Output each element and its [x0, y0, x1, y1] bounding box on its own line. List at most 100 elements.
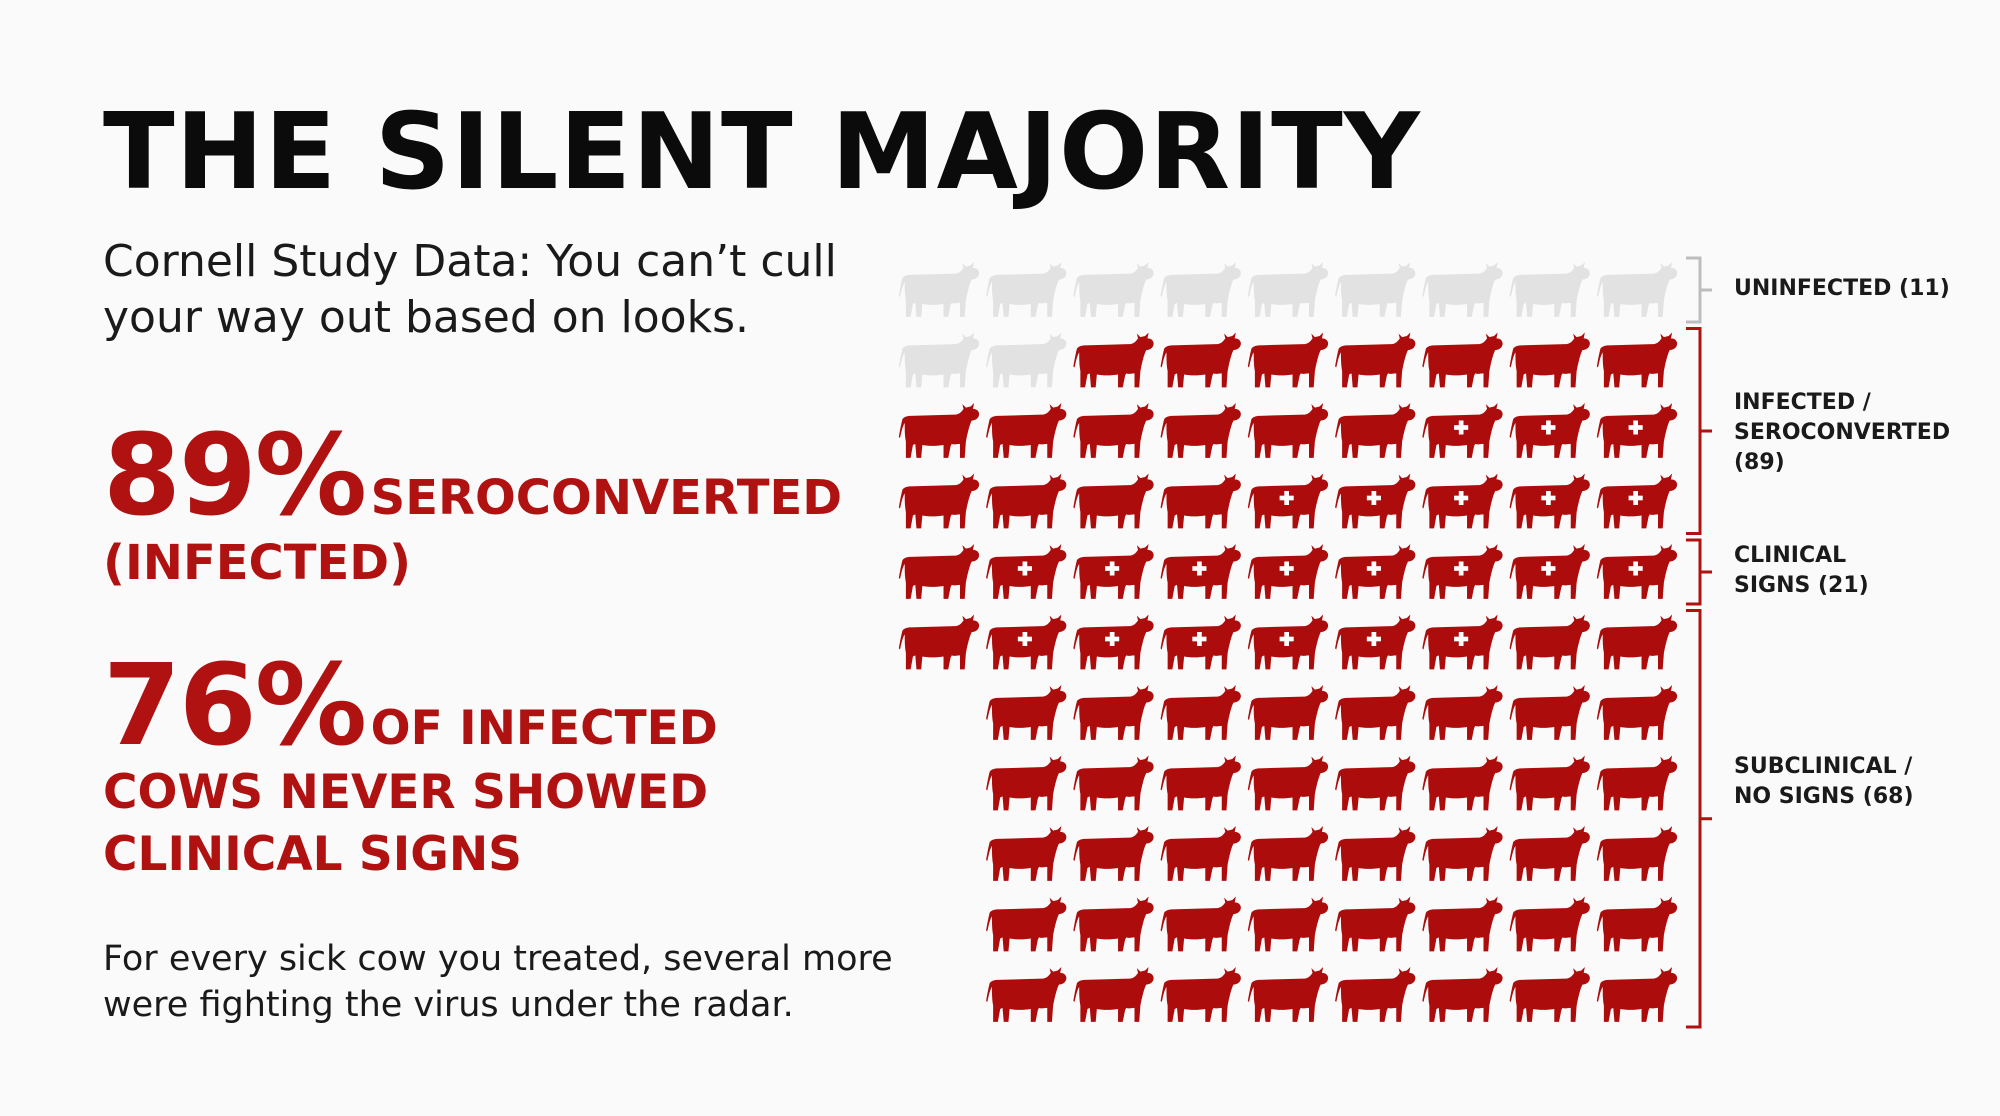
cow-infected-icon: [1596, 826, 1678, 881]
cow-infected-icon: [1160, 403, 1241, 458]
cow-clinical-icon: [1422, 544, 1503, 599]
cow-infected-icon: [1160, 896, 1241, 952]
bracket-subclinical: [1686, 609, 1712, 1029]
cow-infected-icon: [986, 755, 1067, 811]
cow-infected-icon: [1509, 332, 1590, 388]
cow-clinical-icon: [1596, 544, 1678, 599]
cow-uninfected-icon: [1509, 262, 1590, 317]
cow-infected-icon: [1596, 755, 1678, 811]
cow-infected-icon: [1247, 755, 1329, 811]
cow-infected-icon: [1335, 967, 1416, 1022]
cow-uninfected-icon: [1073, 262, 1154, 317]
cow-uninfected-icon: [1596, 262, 1678, 317]
cow-clinical-icon: [1596, 473, 1678, 529]
cow-clinical-icon: [1509, 473, 1590, 529]
legend-subclinical: SUBCLINICAL / NO SIGNS (68): [1734, 754, 1914, 809]
cow-uninfected-icon: [1160, 262, 1241, 317]
cow-infected-icon: [1596, 685, 1678, 740]
cow-infected-icon: [1160, 826, 1241, 881]
stat-seroconverted: 89% SEROCONVERTED (INFECTED): [103, 420, 883, 594]
cow-infected-icon: [1509, 967, 1590, 1022]
cow-infected-icon: [1509, 826, 1590, 881]
cow-clinical-icon: [1335, 544, 1416, 599]
legend-uninfected: UNINFECTED (11): [1734, 276, 1950, 301]
cow-clinical-icon: [1160, 614, 1241, 670]
cow-infected-icon: [1160, 332, 1241, 388]
cow-clinical-icon: [1247, 544, 1329, 599]
cow-infected-icon: [1160, 755, 1241, 811]
cow-infected-icon: [1596, 967, 1678, 1022]
cow-infected-icon: [1247, 332, 1329, 388]
stat-seroconverted-text: SEROCONVERTED (INFECTED): [103, 470, 843, 591]
cow-uninfected-icon: [986, 262, 1067, 317]
cow-infected-icon: [1422, 332, 1503, 388]
cow-clinical-icon: [1509, 544, 1590, 599]
cow-infected-icon: [898, 473, 980, 529]
cow-infected-icon: [898, 403, 980, 458]
cow-infected-icon: [1073, 473, 1154, 529]
cow-infected-icon: [986, 896, 1067, 952]
stat-subclinical-text: OF INFECTED COWS NEVER SHOWED CLINICAL S…: [103, 701, 718, 882]
cow-infected-icon: [1335, 826, 1416, 881]
cow-infected-icon: [1160, 473, 1241, 529]
cow-infected-icon: [1073, 826, 1154, 881]
stat-subclinical-value: 76%: [103, 641, 367, 771]
stat-subclinical: 76% OF INFECTED COWS NEVER SHOWED CLINIC…: [103, 650, 883, 886]
cow-clinical-icon: [986, 614, 1067, 670]
cow-infected-icon: [1160, 967, 1241, 1022]
cow-infected-icon: [986, 967, 1067, 1022]
cow-clinical-icon: [1335, 473, 1416, 529]
cow-infected-icon: [898, 544, 980, 599]
cow-infected-icon: [1247, 403, 1329, 458]
cow-infected-icon: [1160, 685, 1241, 740]
footer-text: For every sick cow you treated, several …: [103, 939, 893, 1025]
cow-clinical-icon: [1073, 544, 1154, 599]
cow-clinical-icon: [1160, 544, 1241, 599]
cow-infected-icon: [1073, 403, 1154, 458]
cow-infected-icon: [1422, 755, 1503, 811]
cow-clinical-icon: [1596, 403, 1678, 458]
cow-clinical-icon: [1247, 473, 1329, 529]
cow-infected-icon: [1596, 614, 1678, 670]
cow-clinical-icon: [1073, 614, 1154, 670]
legend-infected: INFECTED / SEROCONVERTED (89): [1734, 390, 1951, 475]
cow-infected-icon: [1073, 755, 1154, 811]
cow-infected-icon: [1335, 896, 1416, 952]
cow-infected-icon: [1335, 403, 1416, 458]
stat-seroconverted-value: 89%: [103, 411, 367, 541]
cow-infected-icon: [1422, 685, 1503, 740]
cow-uninfected-icon: [1335, 262, 1416, 317]
cow-infected-icon: [1422, 967, 1503, 1022]
bracket-clinical: [1686, 538, 1712, 606]
cow-infected-icon: [1422, 896, 1503, 952]
cow-infected-icon: [1073, 332, 1154, 388]
cow-infected-icon: [986, 685, 1067, 740]
cow-infected-icon: [1247, 826, 1329, 881]
cow-infected-icon: [1596, 896, 1678, 952]
cow-infected-icon: [1509, 755, 1590, 811]
cow-clinical-icon: [1335, 614, 1416, 670]
cow-uninfected-icon: [986, 332, 1067, 388]
cow-infected-icon: [1073, 896, 1154, 952]
cow-infected-icon: [1073, 685, 1154, 740]
cow-infected-icon: [1335, 332, 1416, 388]
cow-infected-icon: [1247, 896, 1329, 952]
cow-infected-icon: [1073, 967, 1154, 1022]
cow-clinical-icon: [1422, 614, 1503, 670]
cow-infected-icon: [986, 403, 1067, 458]
bracket-uninfected: [1686, 256, 1712, 324]
bracket-infected: [1686, 327, 1712, 535]
cow-infected-icon: [986, 473, 1067, 529]
cow-infected-icon: [1509, 614, 1590, 670]
cow-uninfected-icon: [1247, 262, 1329, 317]
cow-infected-icon: [1596, 332, 1678, 388]
cow-infected-icon: [1335, 755, 1416, 811]
cow-clinical-icon: [1422, 473, 1503, 529]
cow-infected-icon: [1247, 967, 1329, 1022]
cow-uninfected-icon: [1422, 262, 1503, 317]
cow-infected-icon: [1509, 685, 1590, 740]
legend-clinical: CLINICAL SIGNS (21): [1734, 543, 1869, 598]
cow-uninfected-icon: [898, 262, 980, 317]
cow-clinical-icon: [1247, 614, 1329, 670]
